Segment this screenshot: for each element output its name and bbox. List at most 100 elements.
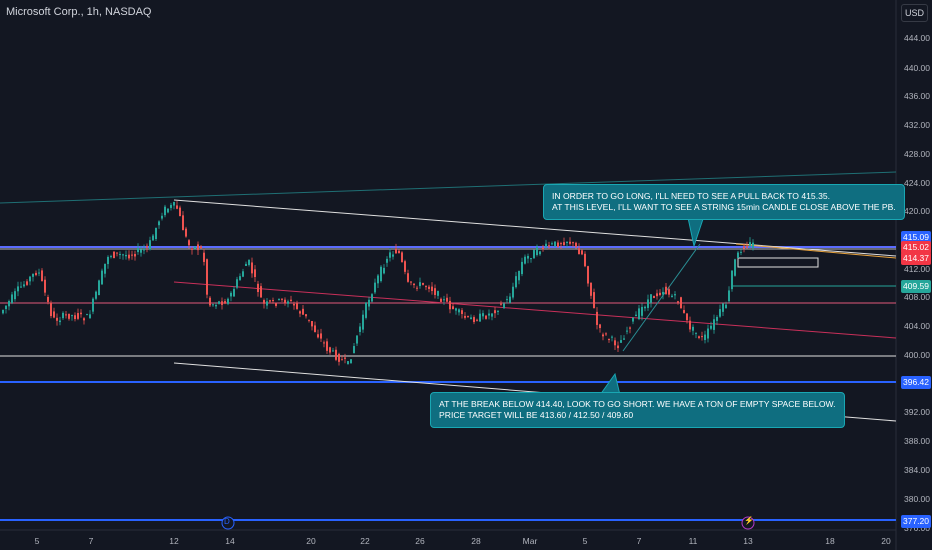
candle-body [710,325,712,329]
candle-body [671,295,673,298]
candle-body [401,252,403,263]
time-tick-label: Mar [522,536,538,546]
candle-body [359,326,361,332]
mid-red-trendline [173,281,897,339]
time-tick-label: 26 [415,536,425,546]
candle-body [518,270,520,281]
candle-body [185,228,187,237]
candle-body [77,313,79,319]
candle-body [587,266,589,284]
candle-body [338,353,340,362]
candle-body [134,253,136,257]
price-tick-label: 380.00 [904,494,930,504]
candle-body [740,251,742,253]
price-tick-label: 412.00 [904,264,930,274]
candle-body [140,249,142,253]
candle-body [608,339,610,341]
candle-body [533,250,535,259]
earnings-marker-icon[interactable] [741,516,755,530]
candle-body [116,252,118,254]
candle-body [539,251,541,255]
candle-body [416,287,418,289]
candle-body [368,299,370,307]
candle-body [92,298,94,312]
candle-body [647,299,649,308]
candle-body [524,256,526,264]
price-tick-label: 428.00 [904,149,930,159]
candle-body [632,317,634,322]
candle-body [413,283,415,286]
symbol-title[interactable]: Microsoft Corp., 1h, NASDAQ [6,6,152,18]
candle-body [101,270,103,285]
candle-body [530,258,532,260]
candle-body [494,310,496,314]
dividend-marker-icon[interactable] [221,516,235,530]
candle-body [704,334,706,341]
candle-body [5,305,7,310]
candle-body [83,318,85,321]
long-setup-note[interactable]: IN ORDER TO GO LONG, I'LL NEED TO SEE A … [543,184,905,220]
candle-body [14,291,16,300]
price-tag: 396.42 [901,376,931,389]
candle-body [203,252,205,262]
candle-body [572,242,574,244]
candle-body [629,327,631,329]
candle-body [233,288,235,297]
time-tick-label: 28 [471,536,481,546]
candle-body [713,319,715,330]
candle-body [356,335,358,344]
candle-body [650,294,652,303]
candle-body [728,290,730,302]
candle-body [635,314,637,317]
candle-body [281,298,283,300]
candle-body [239,276,241,280]
candle-body [467,316,469,318]
candle-body [473,317,475,323]
candle-body [155,227,157,240]
candle-body [407,273,409,282]
candle-body [404,261,406,272]
candle-body [38,272,40,274]
candle-body [122,254,124,256]
candle-body [677,301,679,303]
candle-body [551,243,553,245]
candle-body [296,302,298,309]
candle-body [593,292,595,309]
price-tick-label: 404.00 [904,321,930,331]
candle-body [692,326,694,331]
candle-body [224,301,226,304]
candle-body [11,294,13,303]
candle-body [737,252,739,258]
candle-body [614,340,616,346]
candle-body [164,206,166,216]
short-setup-note[interactable]: AT THE BREAK BELOW 414.40, LOOK TO GO SH… [430,392,845,428]
candle-body [659,292,661,296]
candle-body [182,215,184,231]
candle-body [422,282,424,285]
descending-resistance-line [173,199,897,257]
candle-body [125,254,127,257]
candle-body [638,308,640,320]
candle-body [320,333,322,339]
price-tag: 409.59 [901,280,931,293]
candle-body [599,324,601,329]
candle-body [491,313,493,317]
price-tick-label: 436.00 [904,91,930,101]
candle-body [446,297,448,302]
price-tick-label: 376.00 [904,523,930,533]
candle-body [581,250,583,255]
candle-body [44,279,46,293]
candle-body [230,292,232,297]
candle-body [707,328,709,339]
candle-body [626,330,628,332]
candle-body [65,314,67,316]
currency-button[interactable]: USD [901,4,928,22]
candle-body [545,243,547,247]
time-tick-label: 18 [825,536,835,546]
candle-body [698,336,700,339]
candle-body [137,248,139,253]
candle-body [269,300,271,302]
price-tick-label: 408.00 [904,292,930,302]
candle-body [74,315,76,320]
